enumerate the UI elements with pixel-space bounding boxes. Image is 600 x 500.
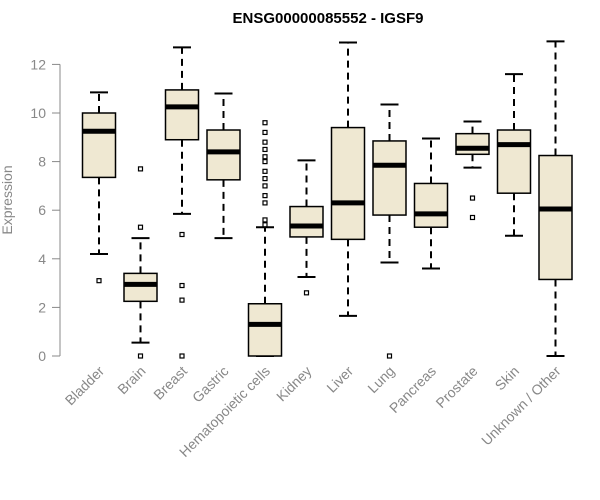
outlier-point: [262, 200, 268, 206]
y-tick-label: 0: [38, 348, 46, 364]
outlier-point: [262, 183, 268, 189]
y-tick-label: 6: [38, 202, 46, 218]
outlier-point: [469, 214, 476, 221]
x-tick-label: Lung: [364, 363, 397, 396]
outlier-point: [262, 176, 268, 182]
y-tick-label: 8: [38, 154, 46, 170]
box-iqr: [538, 154, 573, 281]
outlier-point: [137, 224, 144, 230]
outlier-point: [262, 168, 268, 174]
box-iqr: [496, 129, 532, 194]
outlier-point: [179, 231, 185, 238]
x-tick-label: Unknown / Other: [478, 363, 564, 449]
outlier-point: [96, 278, 102, 284]
y-axis: 0 2 4 6 8 10 12: [30, 56, 61, 364]
outlier-point: [262, 217, 268, 223]
box-unknown-other: [538, 40, 573, 357]
outlier-point: [386, 353, 393, 359]
box-iqr: [289, 205, 324, 238]
box-pancreas: [413, 137, 449, 270]
box-bladder: [81, 91, 117, 284]
box-kidney: [289, 159, 324, 296]
box-liver: [330, 41, 366, 317]
outlier-point: [179, 282, 185, 289]
outlier-point: [262, 222, 268, 228]
x-tick-label: Skin: [492, 363, 523, 394]
box-skin: [496, 73, 532, 237]
chart-title: ENSG00000085552 - IGSF9: [233, 10, 424, 27]
outlier-point: [469, 195, 476, 201]
x-tick-label: Breast: [150, 363, 190, 403]
y-tick-label: 2: [38, 299, 46, 315]
outlier-point: [262, 154, 268, 160]
x-tick-label: Brain: [114, 363, 148, 397]
outlier-point: [303, 290, 310, 296]
outlier-point: [262, 139, 268, 145]
outlier-point: [262, 159, 268, 165]
box-iqr: [372, 140, 407, 216]
box-iqr: [123, 272, 158, 303]
box-iqr: [455, 132, 490, 156]
box-iqr: [413, 182, 449, 228]
box-iqr: [81, 112, 117, 179]
box-breast: [164, 46, 200, 359]
y-tick-label: 12: [30, 56, 46, 72]
x-tick-label: Prostate: [432, 363, 480, 411]
outlier-point: [262, 120, 268, 126]
box-hematopoietic-cells: [247, 120, 283, 357]
outlier-point: [262, 193, 268, 199]
box-prostate: [455, 120, 490, 221]
outlier-point: [179, 297, 185, 303]
x-tick-label: Kidney: [273, 363, 315, 405]
box-iqr: [206, 129, 241, 181]
outlier-point: [262, 129, 268, 136]
y-tick-label: 4: [38, 251, 46, 267]
x-tick-label: Bladder: [62, 363, 108, 409]
box-iqr: [330, 126, 366, 241]
box-gastric: [206, 92, 241, 240]
box-iqr: [247, 303, 283, 357]
box-brain: [123, 166, 158, 359]
x-tick-label: Liver: [323, 363, 356, 396]
box-lung: [372, 103, 407, 359]
outlier-point: [262, 146, 268, 153]
boxes-group: [81, 40, 573, 359]
y-tick-label: 10: [30, 105, 46, 121]
outlier-point: [137, 353, 144, 359]
y-axis-label: Expression: [0, 165, 15, 234]
outlier-point: [179, 353, 185, 359]
box-iqr: [164, 89, 200, 141]
outlier-point: [137, 166, 144, 172]
